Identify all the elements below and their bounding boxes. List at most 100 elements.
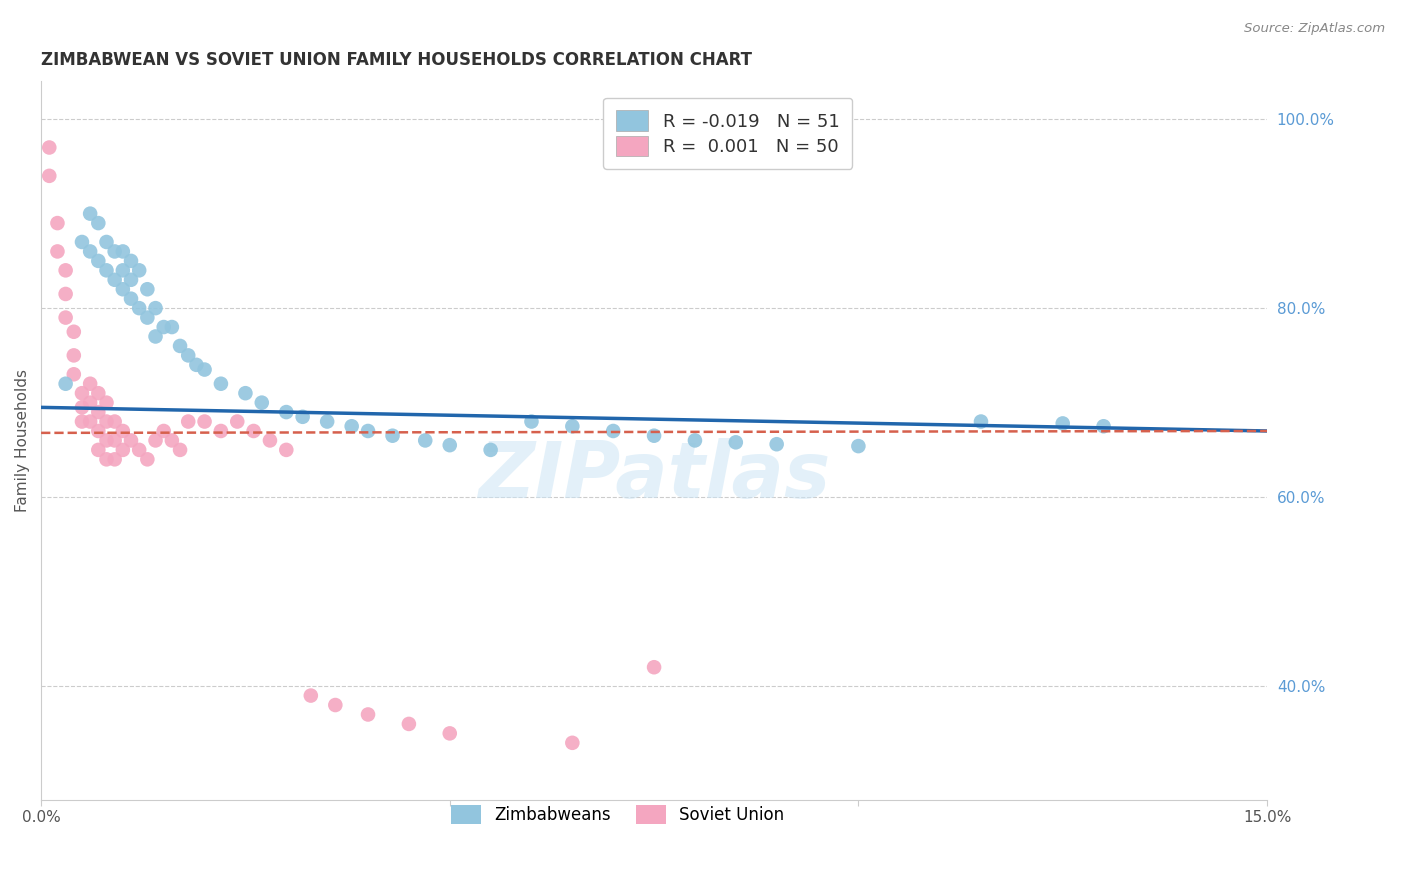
Point — [70, 415, 93, 429]
Point — [128, 442, 150, 457]
Point — [96, 434, 118, 448]
Point — [439, 726, 461, 740]
Point — [242, 424, 264, 438]
Point — [1092, 419, 1115, 434]
Point — [87, 424, 110, 438]
Point — [120, 253, 142, 268]
Point — [561, 736, 583, 750]
Point — [62, 348, 84, 362]
Point — [104, 434, 127, 448]
Point — [186, 358, 208, 372]
Point — [120, 434, 142, 448]
Point — [381, 428, 404, 442]
Point — [111, 244, 134, 259]
Point — [160, 434, 183, 448]
Point — [136, 282, 159, 296]
Point — [55, 376, 77, 391]
Point — [128, 263, 150, 277]
Point — [724, 435, 747, 450]
Point — [316, 415, 339, 429]
Point — [120, 292, 142, 306]
Point — [643, 428, 665, 442]
Point — [398, 717, 420, 731]
Point — [104, 452, 127, 467]
Point — [169, 339, 191, 353]
Point — [104, 273, 127, 287]
Point — [55, 287, 77, 301]
Point — [111, 263, 134, 277]
Point — [62, 325, 84, 339]
Point — [96, 235, 118, 249]
Point — [96, 263, 118, 277]
Point — [299, 689, 322, 703]
Point — [643, 660, 665, 674]
Point — [169, 442, 191, 457]
Point — [193, 362, 215, 376]
Point — [209, 376, 232, 391]
Point — [38, 169, 60, 183]
Point — [87, 442, 110, 457]
Point — [145, 434, 167, 448]
Point — [520, 415, 543, 429]
Point — [145, 301, 167, 315]
Point — [104, 244, 127, 259]
Point — [136, 452, 159, 467]
Point — [70, 386, 93, 401]
Point — [439, 438, 461, 452]
Point — [479, 442, 502, 457]
Point — [226, 415, 249, 429]
Point — [111, 282, 134, 296]
Point — [357, 424, 380, 438]
Legend: Zimbabweans, Soviet Union: Zimbabweans, Soviet Union — [440, 795, 794, 834]
Point — [561, 419, 583, 434]
Point — [152, 320, 174, 334]
Point — [276, 405, 298, 419]
Point — [104, 415, 127, 429]
Point — [79, 415, 101, 429]
Y-axis label: Family Households: Family Households — [15, 369, 30, 512]
Point — [136, 310, 159, 325]
Point — [55, 263, 77, 277]
Point — [235, 386, 257, 401]
Point — [340, 419, 363, 434]
Point — [970, 415, 993, 429]
Point — [193, 415, 215, 429]
Point — [177, 415, 200, 429]
Point — [413, 434, 436, 448]
Point — [160, 320, 183, 334]
Point — [70, 401, 93, 415]
Point — [55, 310, 77, 325]
Point — [79, 395, 101, 409]
Point — [276, 442, 298, 457]
Point — [152, 424, 174, 438]
Point — [765, 437, 787, 451]
Point — [38, 140, 60, 154]
Point — [1052, 417, 1074, 431]
Point — [46, 244, 69, 259]
Point — [96, 395, 118, 409]
Point — [120, 273, 142, 287]
Point — [79, 376, 101, 391]
Point — [111, 442, 134, 457]
Point — [79, 244, 101, 259]
Point — [111, 424, 134, 438]
Point — [209, 424, 232, 438]
Point — [87, 216, 110, 230]
Point — [250, 395, 273, 409]
Text: ZIPatlas: ZIPatlas — [478, 438, 830, 515]
Point — [87, 405, 110, 419]
Point — [46, 216, 69, 230]
Point — [291, 409, 314, 424]
Point — [145, 329, 167, 343]
Point — [87, 253, 110, 268]
Point — [683, 434, 706, 448]
Point — [96, 452, 118, 467]
Point — [70, 235, 93, 249]
Point — [87, 386, 110, 401]
Point — [96, 415, 118, 429]
Point — [79, 207, 101, 221]
Point — [325, 698, 347, 712]
Point — [357, 707, 380, 722]
Point — [62, 368, 84, 382]
Point — [177, 348, 200, 362]
